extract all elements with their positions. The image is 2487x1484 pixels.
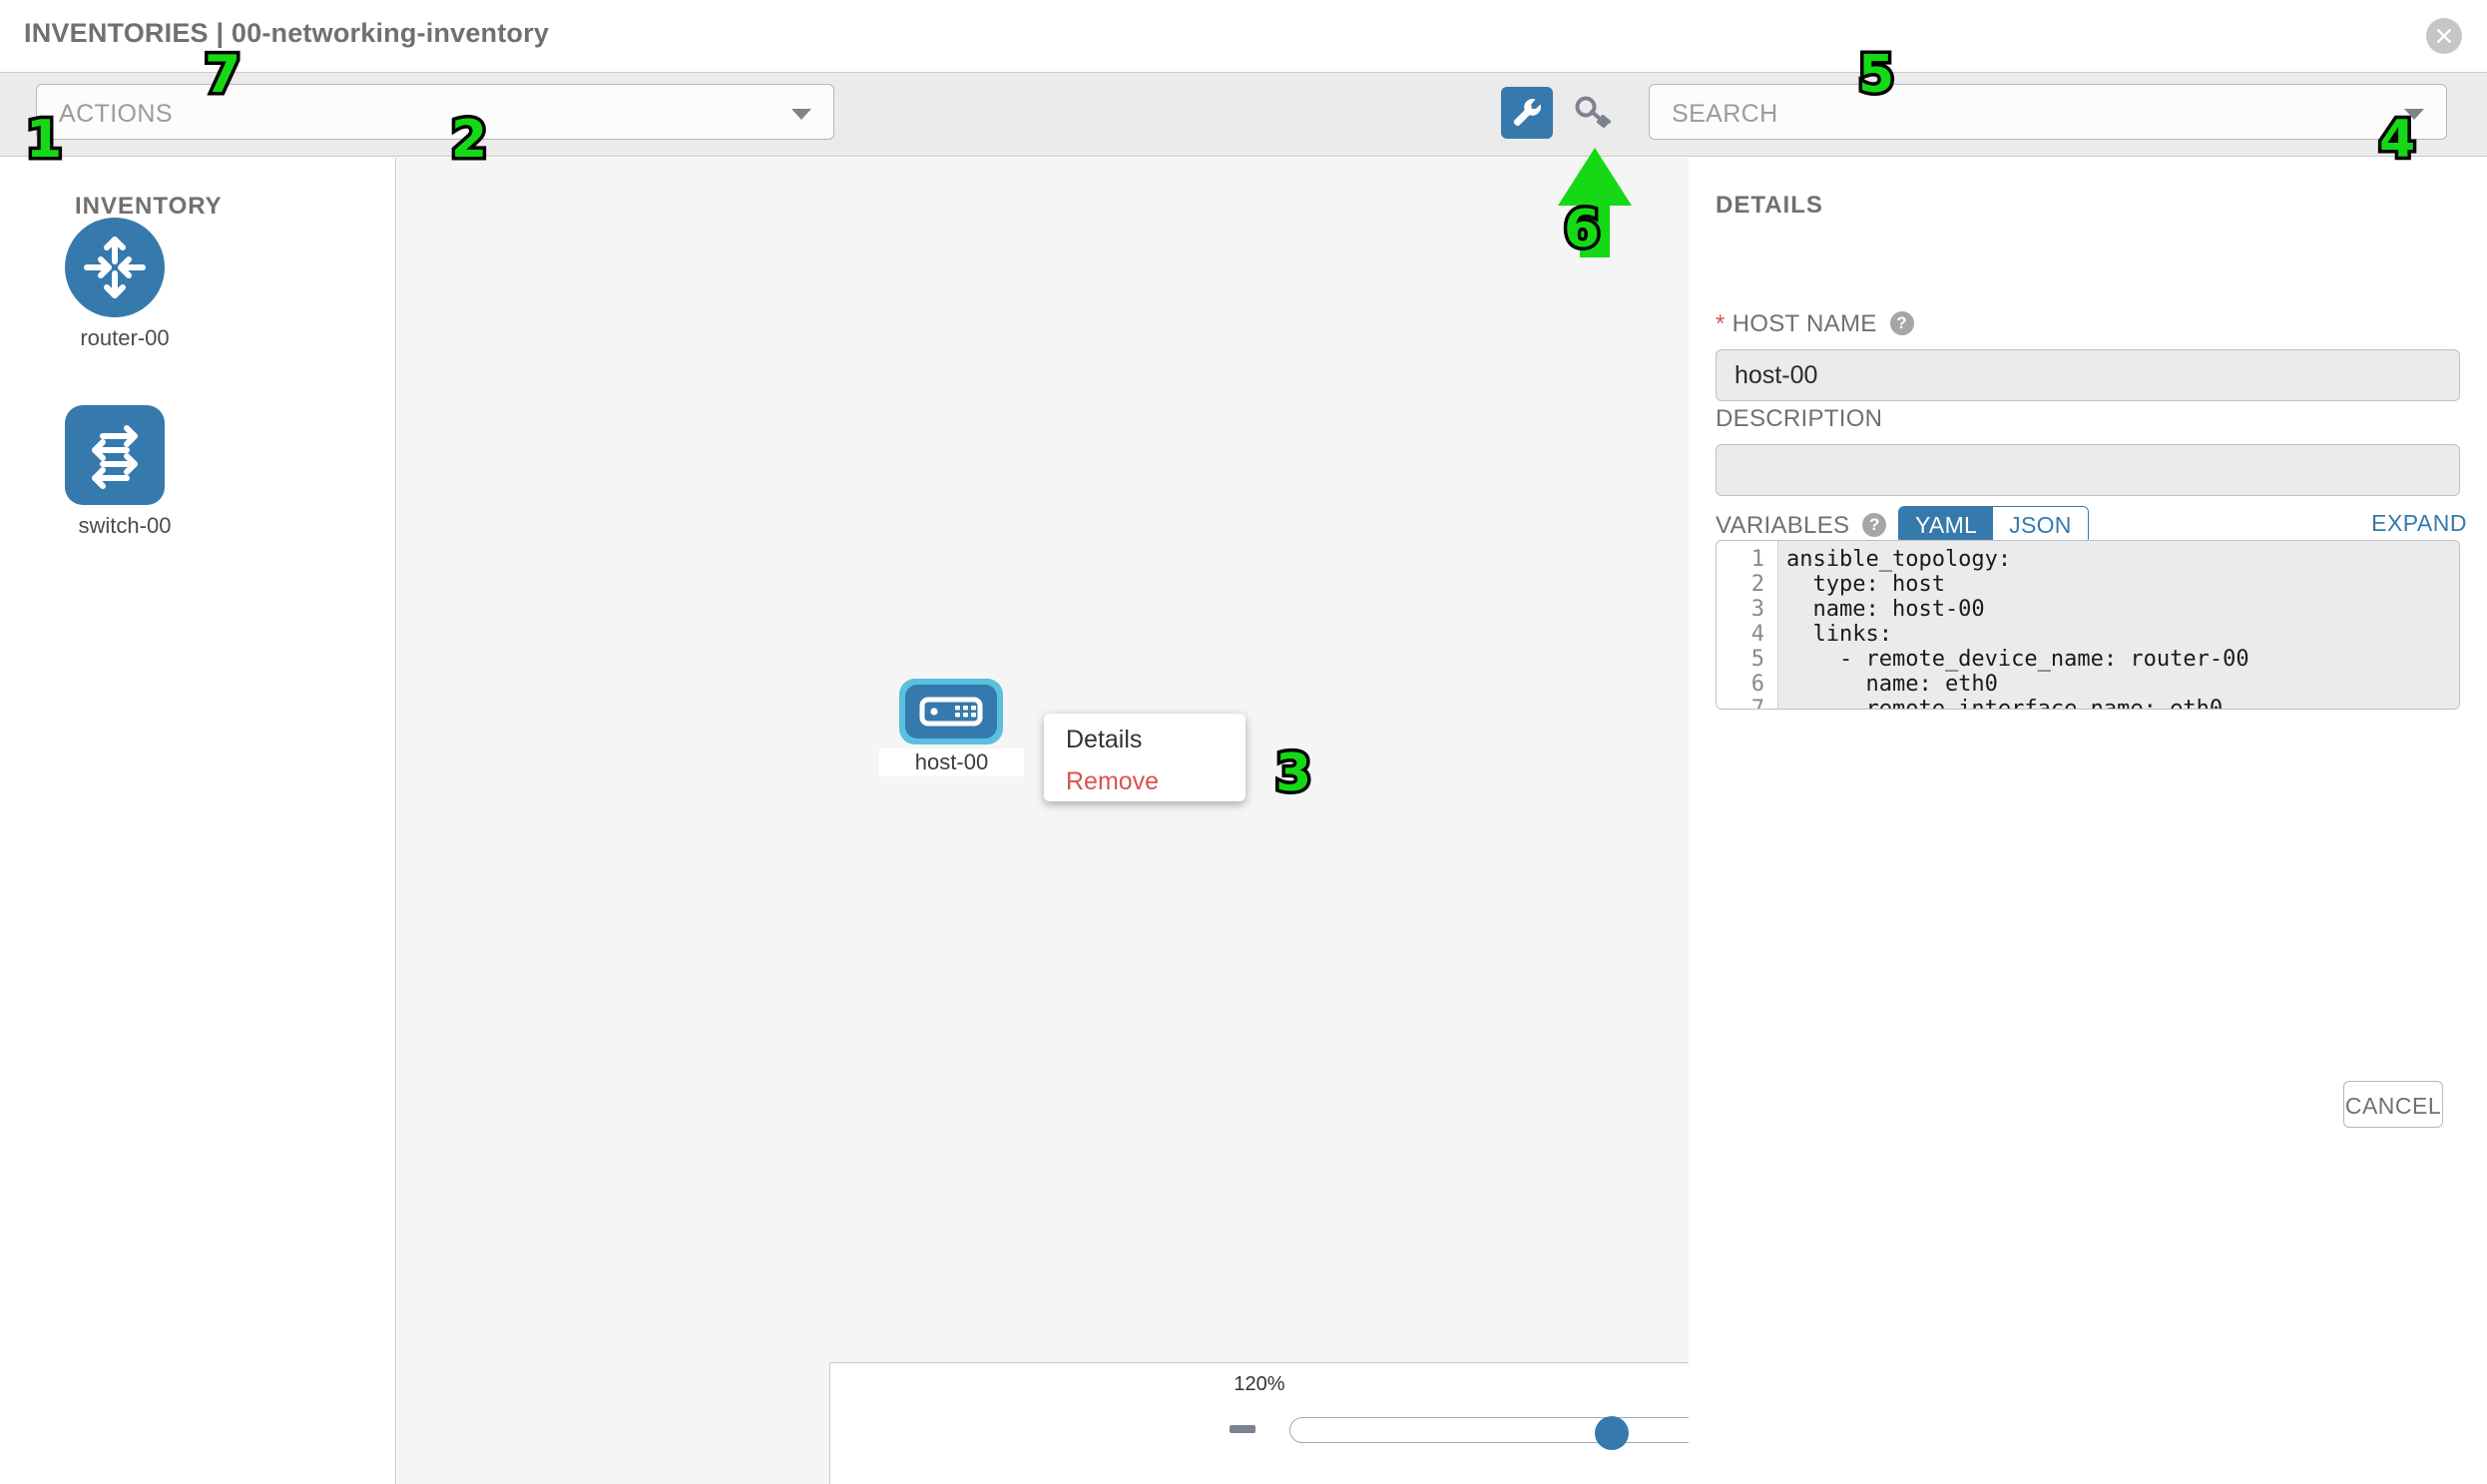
line-number: 3 [1750, 597, 1764, 622]
line-number: 2 [1750, 572, 1764, 597]
zoom-control-panel: 120% [829, 1362, 1689, 1484]
line-text: name: eth0 [1786, 672, 1998, 697]
router-glyph [84, 237, 146, 298]
cancel-button[interactable]: CANCEL [2343, 1081, 2443, 1128]
close-icon[interactable] [2426, 18, 2462, 54]
line-number: 1 [1750, 547, 1764, 572]
key-icon[interactable] [1573, 93, 1615, 133]
description-label: DESCRIPTION [1716, 405, 1883, 432]
line-text: remote_interface_name: eth0 [1786, 697, 2224, 710]
help-glyph: ? [1868, 515, 1880, 534]
sidebar-title: INVENTORY [75, 193, 223, 220]
node-context-menu: Details Remove [1044, 714, 1245, 801]
zoom-out-icon[interactable] [1230, 1425, 1255, 1433]
zoom-percent-label: 120% [1234, 1373, 1285, 1395]
chevron-down-icon [791, 109, 811, 120]
variables-label-text: VARIABLES [1716, 512, 1850, 539]
wrench-glyph [1513, 99, 1541, 127]
host-name-value: host-00 [1735, 361, 1818, 389]
description-field[interactable] [1716, 444, 2460, 496]
search-input[interactable]: SEARCH [1649, 84, 2447, 140]
toggle-yaml[interactable]: YAML [1899, 507, 1994, 543]
server-icon [905, 685, 997, 739]
help-icon[interactable]: ? [1889, 311, 1914, 335]
variables-code-editor[interactable]: 1 ansible_topology: 2 type: host 3 name: ho… [1716, 540, 2460, 710]
help-icon[interactable]: ? [1862, 513, 1887, 537]
expand-link[interactable]: EXPAND [2371, 510, 2467, 536]
switch-glyph [92, 425, 138, 489]
title-bar: INVENTORIES | 00-networking-inventory [0, 0, 2487, 72]
line-text: name: host-00 [1786, 597, 1985, 622]
server-glyph [919, 697, 983, 727]
cancel-button-label: CANCEL [2344, 1093, 2442, 1119]
line-number: 6 [1750, 672, 1764, 697]
key-glyph [1575, 96, 1611, 128]
actions-dropdown[interactable]: ACTIONS [36, 84, 834, 140]
router-icon [65, 218, 165, 317]
zoom-slider[interactable] [1289, 1416, 1689, 1450]
code-line: 4 links: [1717, 622, 2459, 647]
topology-canvas[interactable]: host-00 Details Remove 120% [397, 158, 1689, 1484]
zoom-slider-row [830, 1411, 1689, 1451]
toggle-json[interactable]: JSON [1993, 507, 2088, 543]
host-name-label: * HOST NAME ? [1716, 307, 1914, 338]
line-number: 4 [1750, 622, 1764, 647]
code-line: 7 remote_interface_name: eth0 [1717, 697, 2459, 710]
context-menu-item-details[interactable]: Details [1066, 726, 1143, 753]
host-name-field[interactable]: host-00 [1716, 349, 2460, 401]
sidebar-item-label: switch-00 [78, 513, 172, 538]
sidebar-item-label: router-00 [80, 325, 170, 350]
code-line: 2 type: host [1717, 572, 2459, 597]
line-text: - remote_device_name: router-00 [1786, 647, 2249, 672]
line-number: 5 [1750, 647, 1764, 672]
page-title: INVENTORIES | 00-networking-inventory [24, 18, 550, 48]
inventory-sidebar: INVENTORY router-00 [0, 158, 396, 1484]
code-line: 6 name: eth0 [1717, 672, 2459, 697]
required-marker: * [1716, 310, 1726, 337]
line-number: 7 [1750, 697, 1764, 710]
details-title: DETAILS [1716, 192, 1823, 219]
chevron-down-icon[interactable] [2404, 109, 2424, 120]
node-label: host-00 [879, 748, 1024, 776]
details-panel: DETAILS * HOST NAME ? host-00 DESCRIPTIO… [1690, 158, 2487, 1484]
help-glyph: ? [1896, 313, 1907, 332]
search-placeholder: SEARCH [1672, 100, 1778, 128]
code-line: 5 - remote_device_name: router-00 [1717, 647, 2459, 672]
line-text: links: [1786, 622, 1892, 647]
host-name-label-text: HOST NAME [1732, 310, 1877, 337]
line-text: ansible_topology: [1786, 547, 2012, 572]
code-line: 1 ansible_topology: [1717, 547, 2459, 572]
variables-label: VARIABLES ? [1716, 509, 1887, 540]
close-glyph [2436, 28, 2452, 44]
code-line: 3 name: host-00 [1717, 597, 2459, 622]
line-number-gutter [1717, 541, 1778, 709]
context-menu-item-remove[interactable]: Remove [1066, 767, 1160, 795]
wrench-icon[interactable] [1501, 87, 1553, 139]
actions-dropdown-label: ACTIONS [59, 100, 173, 128]
line-text: type: host [1786, 572, 1945, 597]
switch-icon [65, 405, 165, 505]
variables-format-toggle: YAML JSON [1898, 506, 2089, 544]
zoom-slider-thumb[interactable] [1595, 1416, 1630, 1450]
